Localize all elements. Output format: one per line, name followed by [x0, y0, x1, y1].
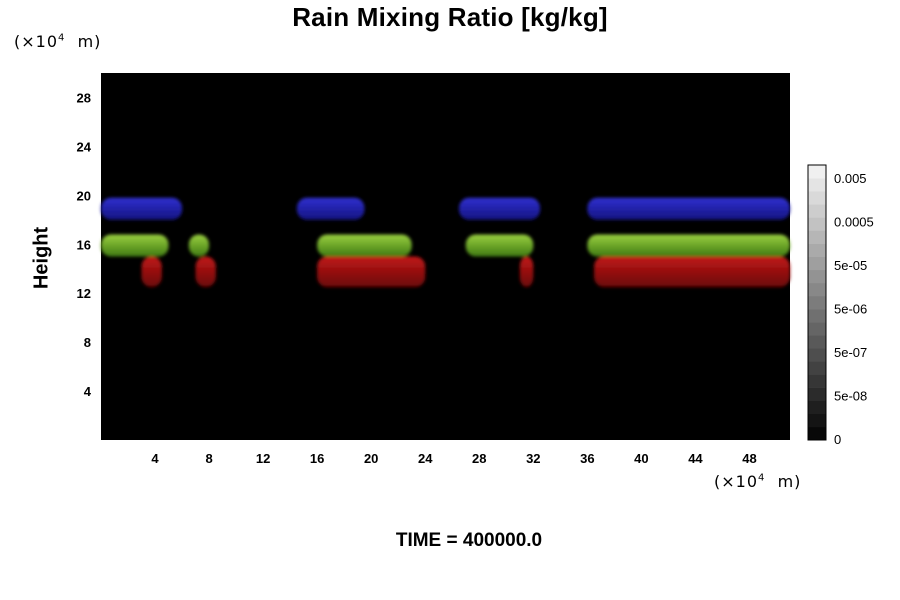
- colorbar-swatch: [808, 269, 826, 284]
- colorbar: 0.005 0.0005 5e-05 5e-06 5e-07 5e-08 0: [807, 164, 874, 447]
- colorbar-swatch: [808, 191, 826, 205]
- chart-title: Rain Mixing Ratio [kg/kg]: [292, 2, 608, 32]
- blue-region-2: [459, 197, 541, 220]
- colorbar-swatch: [808, 256, 826, 271]
- green-region-1: [188, 234, 210, 257]
- colorbar-swatch: [808, 387, 826, 402]
- x-tick-label: 20: [364, 451, 378, 466]
- colorbar-label: 5e-07: [834, 345, 867, 360]
- y-axis-ticks: 4 8 12 16 20 24 28: [77, 90, 92, 399]
- colorbar-swatch: [808, 230, 826, 244]
- colorbar-swatch: [808, 282, 826, 297]
- colorbar-swatch: [808, 322, 826, 336]
- colorbar-swatch: [808, 217, 826, 231]
- x-tick-label: 16: [310, 451, 324, 466]
- x-tick-label: 28: [472, 451, 486, 466]
- colorbar-label: 5e-08: [834, 389, 867, 404]
- colorbar-swatch: [808, 165, 826, 179]
- x-tick-label: 4: [151, 451, 159, 466]
- colorbar-swatch: [808, 178, 826, 192]
- x-tick-label: 44: [688, 451, 703, 466]
- green-region-0: [101, 234, 169, 257]
- red-region-3: [519, 256, 534, 288]
- x-axis-ticks: 4 8 12 16 20 24 28 32 36 40 44 48: [151, 451, 756, 466]
- x-tick-label: 32: [526, 451, 540, 466]
- red-region-2: [317, 256, 426, 288]
- y-tick-label: 16: [77, 237, 91, 252]
- colorbar-label: 0.0005: [834, 215, 874, 230]
- colorbar-swatch: [808, 426, 826, 441]
- y-tick-label: 20: [77, 188, 91, 203]
- y-tick-label: 12: [77, 286, 91, 301]
- colorbar-swatch: [808, 204, 826, 218]
- y-tick-label: 24: [77, 139, 92, 154]
- y-tick-label: 8: [84, 335, 91, 350]
- red-region-1: [195, 256, 216, 288]
- colorbar-swatch: [808, 413, 826, 428]
- blue-region-0: [101, 197, 183, 220]
- y-tick-label: 28: [77, 90, 91, 105]
- x-tick-label: 24: [418, 451, 433, 466]
- rain-regions: [101, 197, 790, 288]
- y-axis-unit: (×104 m): [14, 32, 102, 51]
- x-tick-label: 8: [205, 451, 212, 466]
- green-region-4: [587, 234, 790, 257]
- colorbar-swatch: [808, 243, 826, 257]
- green-region-2: [317, 234, 412, 257]
- colorbar-label: 0: [834, 432, 841, 447]
- colorbar-swatch: [808, 309, 826, 323]
- colorbar-swatch: [808, 348, 826, 362]
- colorbar-label: 0.005: [834, 171, 867, 186]
- red-region-4: [594, 256, 790, 288]
- blue-region-1: [296, 197, 365, 220]
- y-tick-label: 4: [84, 384, 92, 399]
- blue-region-3: [587, 197, 790, 220]
- x-tick-label: 40: [634, 451, 648, 466]
- colorbar-swatch: [808, 400, 826, 415]
- colorbar-swatch: [808, 361, 826, 375]
- colorbar-frame: [807, 164, 827, 441]
- colorbar-label: 5e-05: [834, 258, 867, 273]
- colorbar-label: 5e-06: [834, 302, 867, 317]
- colorbar-swatch: [808, 335, 826, 349]
- x-tick-label: 48: [742, 451, 756, 466]
- x-tick-label: 12: [256, 451, 270, 466]
- x-axis-unit: (×104 m): [714, 472, 802, 491]
- red-region-0: [141, 256, 162, 288]
- colorbar-swatch: [808, 374, 826, 388]
- time-label: TIME = 400000.0: [395, 530, 543, 551]
- colorbar-swatch: [808, 295, 826, 310]
- x-tick-label: 36: [580, 451, 594, 466]
- green-region-3: [465, 234, 534, 257]
